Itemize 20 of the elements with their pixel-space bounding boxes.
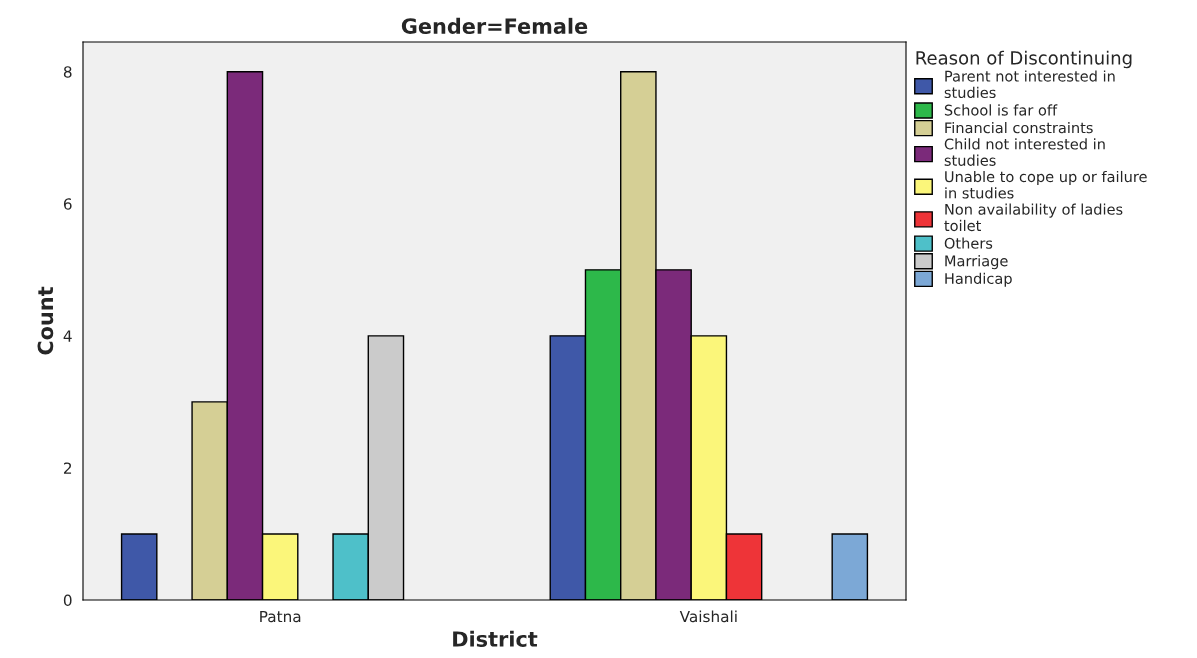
y-tick-label: 6 bbox=[63, 198, 72, 210]
legend-label: Financial constraints bbox=[945, 121, 1093, 134]
x-tick-label: Vaishali bbox=[679, 610, 737, 623]
y-tick-label: 8 bbox=[63, 66, 72, 78]
legend-label: Non availability of ladies toilet bbox=[944, 203, 1123, 232]
y-tick-label: 0 bbox=[63, 594, 72, 607]
legend-label: School is far off bbox=[944, 104, 1058, 116]
legend-label: Handicap bbox=[945, 272, 1012, 287]
y-tick-label: 2 bbox=[63, 462, 72, 474]
y-tick-label: 4 bbox=[63, 330, 72, 342]
chart-title: Gender=Female bbox=[401, 17, 588, 34]
legend-label: Unable to cope up or failure in studies bbox=[945, 170, 1147, 199]
y-axis-title: Count bbox=[37, 286, 54, 355]
legend-label: Others bbox=[944, 237, 993, 249]
legend-label: Parent not interested in studies bbox=[944, 70, 1115, 99]
legend-label: Marriage bbox=[945, 255, 1008, 270]
legend-label: Child not interested in studies bbox=[944, 138, 1105, 166]
x-tick-label: Patna bbox=[260, 610, 301, 623]
x-axis-title: District bbox=[453, 630, 538, 647]
legend-title: Reason of Discontinuing bbox=[916, 50, 1132, 69]
